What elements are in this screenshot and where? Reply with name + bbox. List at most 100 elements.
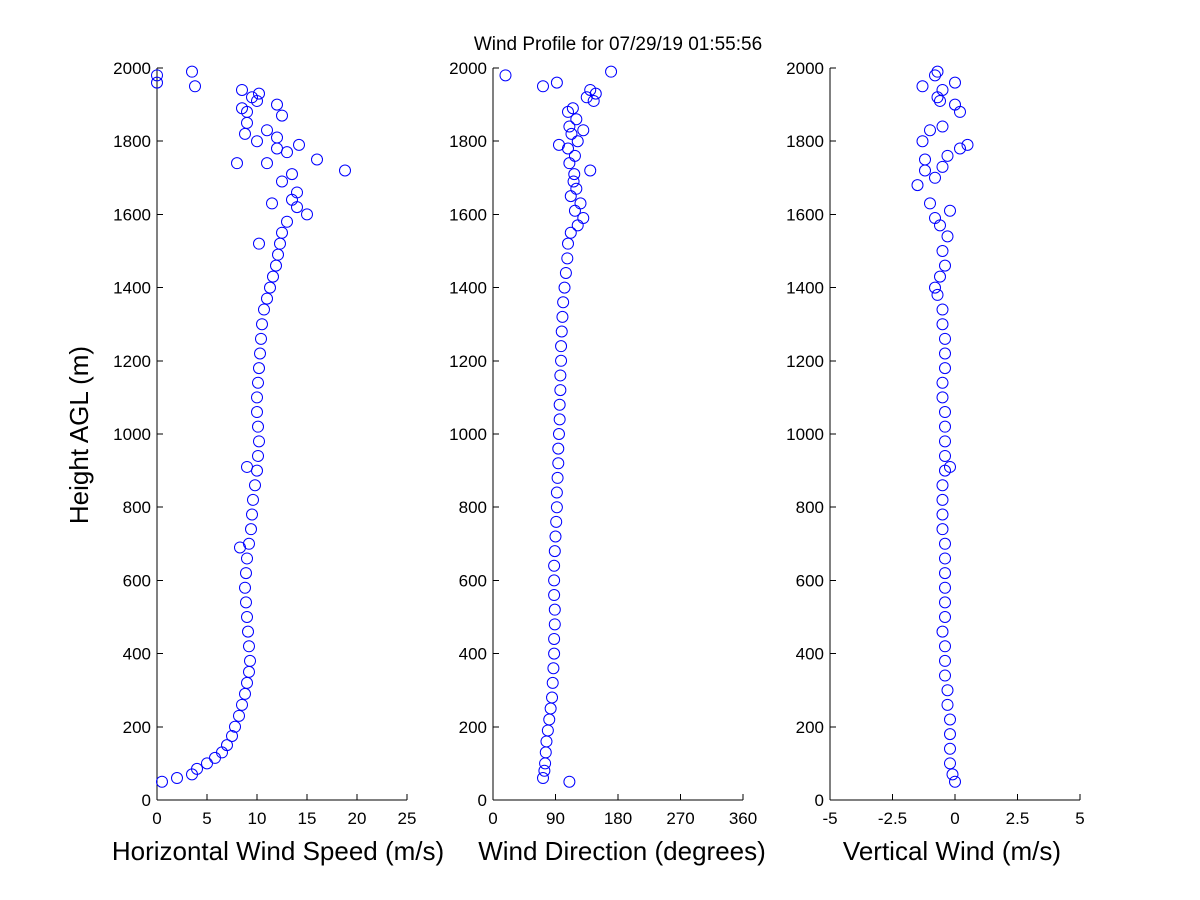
data-point xyxy=(939,581,951,594)
data-point xyxy=(236,698,248,711)
data-point xyxy=(936,625,949,638)
data-point xyxy=(244,654,256,667)
data-point xyxy=(539,746,552,759)
data-point xyxy=(929,281,941,294)
data-point xyxy=(253,237,265,250)
data-point xyxy=(552,138,565,151)
data-point xyxy=(931,91,944,104)
data-point xyxy=(547,662,560,675)
data-point xyxy=(246,508,258,521)
data-point xyxy=(271,98,283,111)
data-point xyxy=(941,684,954,697)
data-point xyxy=(243,665,255,678)
data-point xyxy=(231,157,243,170)
data-point xyxy=(936,376,949,389)
data-point xyxy=(252,376,264,389)
y-tick-label: 400 xyxy=(459,645,487,664)
data-point xyxy=(151,69,163,82)
data-point xyxy=(240,567,252,580)
x-tick-label: 15 xyxy=(298,809,317,828)
data-point xyxy=(272,248,284,261)
data-point xyxy=(554,384,567,397)
data-point xyxy=(241,676,253,689)
data-point xyxy=(239,687,251,700)
data-point xyxy=(929,171,941,184)
data-point xyxy=(156,775,168,788)
data-point xyxy=(556,310,569,323)
y-tick-label: 1600 xyxy=(113,205,151,224)
y-tick-label: 400 xyxy=(796,645,824,664)
data-point xyxy=(944,204,956,217)
x-axis-label: Wind Direction (degrees) xyxy=(478,836,766,866)
data-point xyxy=(941,698,954,711)
data-point xyxy=(553,398,566,411)
data-point xyxy=(916,135,929,148)
panel-1: 0 200 400 600 800 1000 1200 1400 1600 1800 2000 0 5 1… xyxy=(112,59,444,866)
data-point xyxy=(939,362,951,375)
data-point xyxy=(944,728,956,741)
data-point xyxy=(571,219,584,232)
data-point xyxy=(226,729,238,742)
y-tick-label: 1400 xyxy=(786,279,824,298)
data-point xyxy=(281,215,293,228)
data-point xyxy=(936,508,949,521)
x-tick-label: -5 xyxy=(822,809,837,828)
data-point xyxy=(944,460,956,473)
data-point xyxy=(934,219,946,232)
y-tick-label: 1800 xyxy=(449,132,487,151)
data-point xyxy=(245,523,257,536)
data-point xyxy=(254,347,266,360)
x-tick-label: 270 xyxy=(666,809,694,828)
data-point xyxy=(939,435,951,448)
data-point xyxy=(276,109,288,122)
data-point xyxy=(577,212,590,225)
y-tick-label: 600 xyxy=(796,571,824,590)
data-point xyxy=(249,479,261,492)
data-point xyxy=(924,197,936,210)
y-tick-label: 1000 xyxy=(449,425,487,444)
data-point xyxy=(558,281,571,294)
data-point xyxy=(239,581,251,594)
data-point xyxy=(939,449,951,462)
data-point xyxy=(936,245,949,257)
data-point xyxy=(543,713,556,726)
data-point xyxy=(936,160,949,173)
data-point xyxy=(934,270,946,283)
data-point xyxy=(258,303,270,316)
data-point xyxy=(911,179,924,192)
data-point xyxy=(944,757,956,770)
data-point xyxy=(264,281,276,294)
x-tick-label: 360 xyxy=(729,809,757,828)
y-tick-label: 1800 xyxy=(113,132,151,151)
y-tick-label: 600 xyxy=(459,571,487,590)
data-point xyxy=(557,296,570,309)
data-point xyxy=(939,406,951,419)
panel-3: 0 200 400 600 800 1000 1200 1400 1600 1800 2000 -5 -… xyxy=(786,59,1085,866)
data-point xyxy=(929,212,941,225)
data-point xyxy=(286,193,298,206)
data-point xyxy=(929,69,941,82)
data-point xyxy=(186,65,198,78)
data-point xyxy=(936,493,949,506)
y-tick-label: 0 xyxy=(142,791,151,810)
y-tick-label: 400 xyxy=(123,645,151,664)
x-tick-label: -2.5 xyxy=(878,809,907,828)
data-point xyxy=(936,523,949,536)
data-point xyxy=(939,611,951,623)
data-point xyxy=(538,764,551,777)
data-point xyxy=(276,226,288,239)
data-point xyxy=(241,611,253,623)
data-point xyxy=(550,515,563,528)
data-point xyxy=(552,428,565,440)
x-tick-label: 0 xyxy=(488,809,497,828)
data-point xyxy=(934,94,946,107)
data-point xyxy=(541,724,554,737)
data-point xyxy=(548,632,561,645)
data-point xyxy=(584,83,597,96)
data-point xyxy=(562,237,574,250)
data-point xyxy=(256,318,268,331)
data-point xyxy=(939,640,951,653)
data-point xyxy=(241,116,253,129)
y-tick-label: 200 xyxy=(796,718,824,737)
data-point xyxy=(548,559,561,572)
